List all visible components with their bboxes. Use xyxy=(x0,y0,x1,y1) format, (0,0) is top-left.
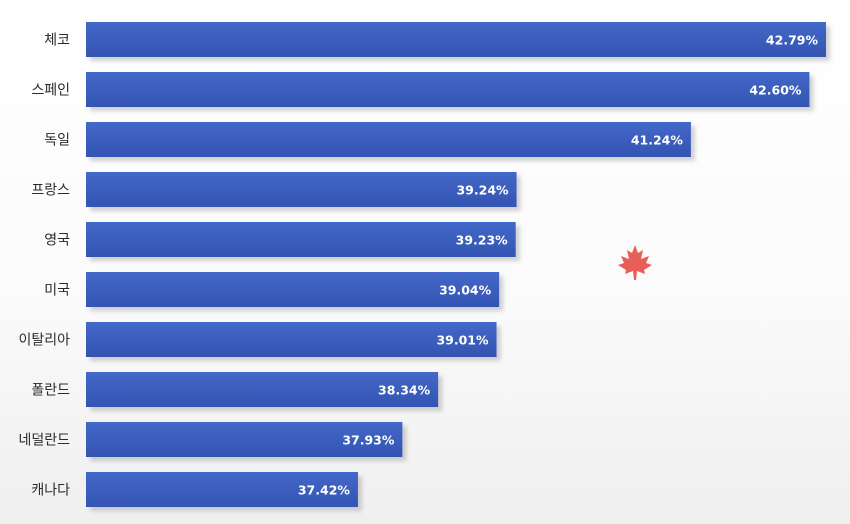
bar-row: 영국 39.23% xyxy=(44,222,516,257)
category-label: 폴란드 xyxy=(31,383,70,399)
category-label: 영국 xyxy=(44,233,70,249)
data-label: 41.24% xyxy=(631,133,684,148)
category-label: 네덜란드 xyxy=(18,433,70,449)
data-label: 38.34% xyxy=(378,383,431,398)
maple-leaf-icon xyxy=(618,245,652,280)
bar xyxy=(86,222,516,257)
decoration-group xyxy=(618,245,652,280)
category-label: 미국 xyxy=(44,283,70,299)
bar xyxy=(86,72,810,107)
category-label: 체코 xyxy=(44,33,70,49)
bars-group: 체코 42.79% 스페인 42.60% 독일 41.24% 프랑스 39.24% 영국 39.2… xyxy=(18,22,826,507)
category-label: 캐나다 xyxy=(31,483,70,499)
bar xyxy=(86,422,403,457)
bar-row: 독일 41.24% xyxy=(44,122,691,157)
data-label: 39.01% xyxy=(436,333,489,348)
bar-row: 폴란드 38.34% xyxy=(31,372,439,407)
bar xyxy=(86,372,439,407)
data-label: 39.04% xyxy=(439,283,492,298)
data-label: 42.79% xyxy=(766,33,819,48)
data-label: 39.23% xyxy=(456,233,509,248)
bar xyxy=(86,272,500,307)
bar xyxy=(86,472,358,507)
bar xyxy=(86,22,826,57)
category-label: 프랑스 xyxy=(31,183,70,199)
bar xyxy=(86,322,497,357)
bar-row: 체코 42.79% xyxy=(44,22,826,57)
data-label: 37.93% xyxy=(342,433,395,448)
bar-row: 프랑스 39.24% xyxy=(31,172,517,207)
bar-row: 미국 39.04% xyxy=(44,272,500,307)
bar-row: 이탈리아 39.01% xyxy=(18,322,497,357)
bar-row: 스페인 42.60% xyxy=(31,72,810,107)
bar xyxy=(86,122,691,157)
data-label: 42.60% xyxy=(749,83,802,98)
data-label: 39.24% xyxy=(456,183,509,198)
category-label: 이탈리아 xyxy=(18,333,70,349)
category-label: 독일 xyxy=(44,133,70,149)
bar-row: 캐나다 37.42% xyxy=(31,472,358,507)
bar-row: 네덜란드 37.93% xyxy=(18,422,403,457)
data-label: 37.42% xyxy=(298,483,351,498)
category-label: 스페인 xyxy=(31,83,70,99)
bar xyxy=(86,172,517,207)
